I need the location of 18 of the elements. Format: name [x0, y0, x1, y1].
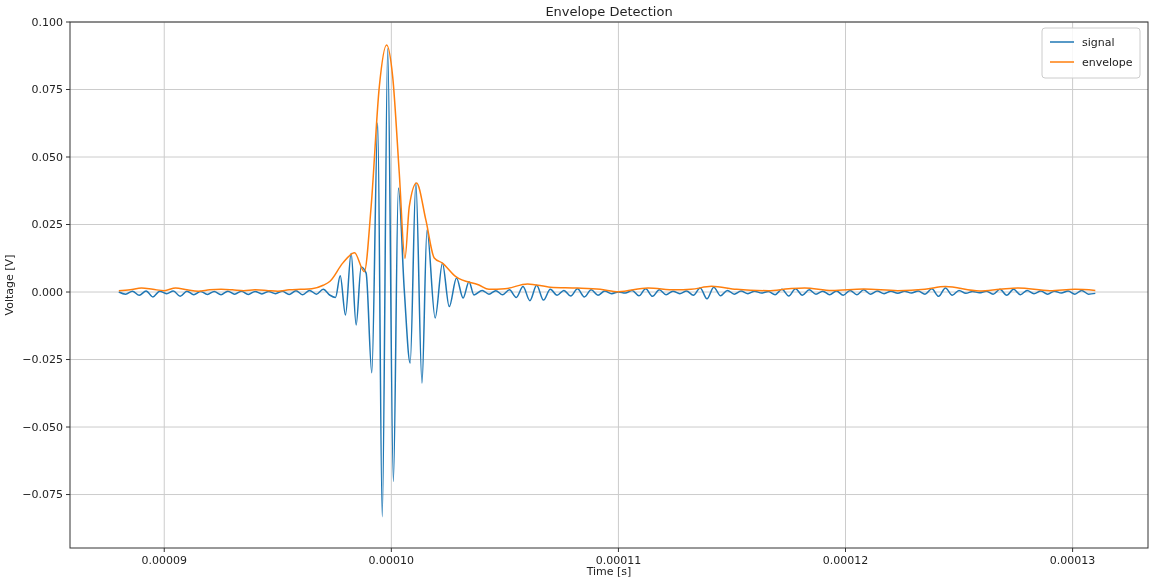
legend-label: envelope: [1082, 55, 1133, 69]
y-tick-label: −0.025: [22, 353, 63, 367]
y-axis-title: Voltage [V]: [3, 254, 16, 316]
y-tick-label: −0.050: [22, 420, 63, 434]
chart-title: Envelope Detection: [545, 4, 673, 19]
x-tick-label: 0.00010: [368, 554, 415, 567]
y-tick-label: 0.075: [31, 83, 63, 97]
y-tick-label: 0.025: [31, 218, 63, 232]
legend-label: signal: [1082, 35, 1115, 49]
x-axis-title: Time [s]: [585, 565, 632, 578]
x-tick-label: 0.00012: [822, 554, 869, 567]
x-tick-label: 0.00009: [141, 554, 187, 567]
x-tick-label: 0.00013: [1049, 554, 1096, 567]
y-tick-label: 0.100: [31, 15, 63, 29]
y-tick-label: 0.000: [31, 285, 63, 299]
y-tick-label: −0.075: [22, 488, 63, 502]
x-tick-label: 0.00011: [595, 554, 642, 567]
y-tick-label: 0.050: [31, 150, 63, 164]
